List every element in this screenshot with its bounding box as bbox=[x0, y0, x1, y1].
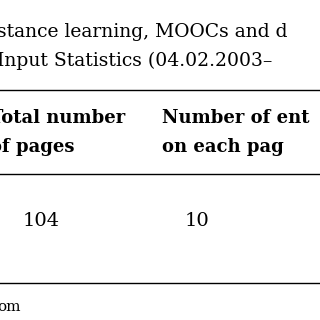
Text: Number of ent: Number of ent bbox=[162, 109, 309, 127]
Text: Total number: Total number bbox=[0, 109, 126, 127]
Text: on each pag: on each pag bbox=[162, 138, 283, 156]
Text: 10: 10 bbox=[184, 212, 209, 230]
Text: stance learning, MOOCs and d: stance learning, MOOCs and d bbox=[0, 23, 287, 41]
Text: 104: 104 bbox=[23, 212, 60, 230]
Text: Input Statistics (04.02.2003–: Input Statistics (04.02.2003– bbox=[0, 52, 272, 70]
Text: om: om bbox=[0, 300, 20, 314]
Text: of pages: of pages bbox=[0, 138, 75, 156]
